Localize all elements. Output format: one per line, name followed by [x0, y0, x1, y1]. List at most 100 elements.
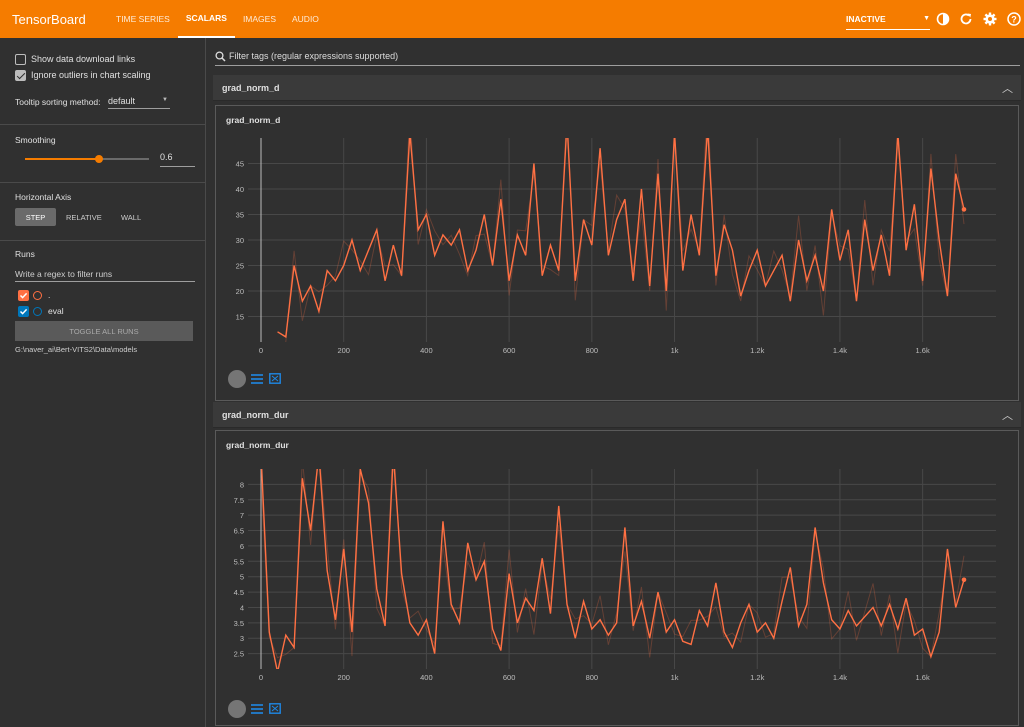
tooltip-sorting-value: default: [108, 96, 136, 106]
x-tick-label: 0: [259, 346, 263, 355]
panel-title: grad_norm_dur: [222, 410, 289, 420]
y-tick-label: 25: [236, 262, 244, 271]
x-tick-label: 600: [503, 673, 516, 682]
x-tick-label: 1k: [671, 346, 679, 355]
chart-svg-grad-norm-d[interactable]: 15 20 25 30 35 40 45 0 200 400 600 800 1k 1.2k 1.4k 1.6…: [220, 130, 1000, 370]
panel-header-grad-norm-dur[interactable]: grad_norm_dur ︿: [213, 402, 1021, 428]
help-icon[interactable]: ?: [1006, 11, 1022, 27]
tooltip-sorting-label: Tooltip sorting method:: [15, 97, 101, 107]
y-tick-label: 8: [240, 480, 244, 489]
x-tick-label: 1.6k: [916, 673, 930, 682]
svg-text:?: ?: [1011, 14, 1017, 24]
runs-filter-placeholder: Write a regex to filter runs: [15, 269, 113, 279]
horizontal-axis-section: Horizontal Axis STEP RELATIVE WALL: [0, 182, 206, 240]
refresh-icon[interactable]: [958, 11, 974, 27]
run-status-label: INACTIVE: [846, 13, 886, 24]
plot-area: [277, 138, 967, 342]
theme-toggle-icon[interactable]: [935, 11, 951, 27]
smoothing-slider-track[interactable]: [25, 155, 149, 163]
x-tick-label: 1.4k: [833, 673, 847, 682]
horizontal-axis-label: Horizontal Axis: [15, 192, 72, 202]
toggle-all-runs-button[interactable]: TOGGLE ALL RUNS: [15, 321, 193, 341]
axis-step-button[interactable]: STEP: [15, 208, 56, 226]
run-checkbox-dot[interactable]: [18, 290, 29, 301]
main-content: Filter tags (regular expressions support…: [206, 38, 1024, 727]
y-tick-label: 40: [236, 185, 244, 194]
x-tick-label: 0: [259, 673, 263, 682]
chart-svg-grad-norm-dur[interactable]: 2.5 3 3.5 4 4.5 5 5.5 6 6.5 7 7.5 8 0 200 400 600 800 1k 1…: [220, 453, 1000, 697]
check-icon: [19, 292, 28, 299]
y-tick-label: 6.5: [234, 527, 244, 536]
axis-relative-button[interactable]: RELATIVE: [66, 213, 102, 222]
chevron-up-icon[interactable]: ︿: [1002, 83, 1013, 95]
series-end-point: [961, 207, 967, 212]
smoothing-slider-thumb[interactable]: [95, 155, 104, 163]
run-status-dropdown[interactable]: INACTIVE ▼: [846, 8, 930, 30]
axis-wall-button[interactable]: WALL: [121, 213, 142, 222]
show-download-links-checkbox[interactable]: [15, 54, 26, 65]
smoothing-value-input[interactable]: 0.6: [160, 152, 195, 167]
tab-time-series[interactable]: TIME SERIES: [116, 14, 170, 24]
tab-audio[interactable]: AUDIO: [292, 14, 319, 24]
smoothing-slider-fill: [25, 158, 100, 160]
panel-title: grad_norm_d: [222, 83, 280, 93]
tag-filter-placeholder: Filter tags (regular expressions support…: [229, 51, 399, 61]
run-checkbox-eval[interactable]: [18, 306, 29, 317]
settings-icon[interactable]: [982, 11, 998, 27]
panel-header-grad-norm-d[interactable]: grad_norm_d ︿: [213, 75, 1021, 101]
fit-domain-button[interactable]: [228, 700, 246, 718]
y-tick-label: 4: [240, 603, 244, 612]
chevron-up-icon[interactable]: ︿: [1002, 410, 1013, 422]
y-tick-label: 30: [236, 236, 244, 245]
tab-images[interactable]: IMAGES: [242, 14, 276, 24]
y-tick-label: 35: [236, 211, 244, 220]
fullscreen-icon[interactable]: [269, 703, 281, 714]
fullscreen-icon[interactable]: [269, 373, 281, 384]
y-tick-label: 5.5: [234, 557, 244, 566]
y-tick-label: 2.5: [234, 650, 244, 659]
smoothed-series-line: [277, 138, 965, 339]
chevron-down-icon: ▼: [162, 97, 168, 103]
chart-title: grad_norm_dur: [226, 440, 289, 450]
chart-card-grad-norm-d: grad_norm_d 15 20 25 30 35 40 45 0 200 400 600 800 1…: [215, 105, 1019, 401]
run-color-eval[interactable]: [33, 307, 42, 316]
x-tick-label: 800: [586, 346, 599, 355]
tag-filter-input[interactable]: Filter tags (regular expressions support…: [215, 48, 1020, 66]
runs-filter-input[interactable]: Write a regex to filter runs: [15, 266, 195, 282]
show-download-links-label: Show data download links: [31, 54, 136, 64]
y-tick-label: 7.5: [234, 496, 244, 505]
x-tick-label: 1.6k: [916, 346, 930, 355]
y-tick-label: 3: [240, 634, 244, 643]
x-tick-label: 1k: [671, 673, 679, 682]
tooltip-sorting-select[interactable]: default ▼: [108, 94, 170, 109]
check-icon: [19, 308, 28, 315]
ignore-outliers-checkbox[interactable]: [15, 70, 26, 81]
y-tick-label: 3.5: [234, 619, 244, 628]
raw-series-line: [285, 138, 965, 342]
chevron-down-icon: ▼: [923, 15, 930, 22]
chart-title: grad_norm_d: [226, 115, 281, 125]
data-table-icon[interactable]: [251, 374, 263, 384]
x-tick-label: 400: [420, 673, 433, 682]
search-icon: [215, 51, 226, 62]
raw-series-line: [260, 469, 965, 659]
y-tick-label: 5: [240, 573, 244, 582]
smoothed-series-line: [261, 469, 965, 669]
data-table-icon[interactable]: [251, 704, 263, 714]
y-tick-label: 4.5: [234, 588, 244, 597]
run-name: .: [48, 290, 51, 300]
x-tick-label: 200: [337, 346, 350, 355]
run-color-dot[interactable]: [33, 291, 42, 300]
runs-label: Runs: [15, 249, 35, 259]
tab-scalars[interactable]: SCALARS: [177, 0, 235, 38]
smoothing-label: Smoothing: [15, 135, 56, 145]
run-name-eval: eval: [48, 306, 64, 316]
top-app-bar: TensorBoard TIME SERIES SCALARS IMAGES A…: [0, 0, 1024, 38]
plot-area: [260, 469, 967, 669]
x-tick-label: 200: [337, 673, 350, 682]
y-tick-label: 45: [236, 160, 244, 169]
app-brand: TensorBoard: [12, 11, 86, 27]
fit-domain-button[interactable]: [228, 370, 246, 388]
x-tick-label: 1.2k: [750, 673, 764, 682]
y-tick-label: 7: [240, 511, 244, 520]
